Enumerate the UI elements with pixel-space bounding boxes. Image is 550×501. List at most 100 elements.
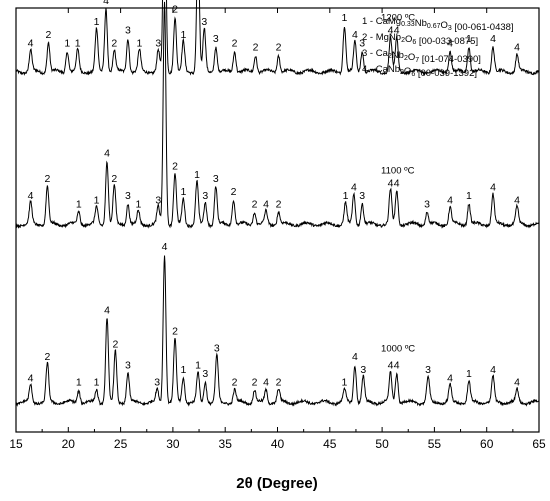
peak-label: 4 [388,360,394,372]
peak-label: 4 [447,37,453,49]
temperature-label: 1000 ºC [381,343,415,354]
x-tick-label: 25 [114,437,128,451]
peak-label: 2 [276,377,282,389]
peak-label: 2 [44,173,50,185]
peak-label: 4 [394,360,400,372]
peak-label: 1 [75,37,81,49]
peak-label: 3 [202,190,208,202]
peak-label: 4 [490,364,496,376]
peak-label: 2 [172,4,178,16]
peak-label: 1 [94,16,100,28]
x-tick-label: 45 [323,437,337,451]
peak-label: 1 [180,364,186,376]
peak-label: 4 [447,194,453,206]
peak-label: 4 [162,241,168,253]
x-tick-label: 30 [166,437,180,451]
peak-label: 4 [394,25,400,37]
series-layer [15,0,540,407]
peak-label: 3 [155,37,161,49]
peak-label: 2 [111,37,117,49]
legend-entry: 3 - Ca2Nb2O7 [01-074-0390] [362,48,481,65]
peak-label: 2 [232,37,238,49]
peak-label: 2 [252,199,258,211]
peak-label: 1 [94,377,100,389]
legend-entry: 2 - MgNb2O6 [00-033-0875] [362,32,478,47]
peak-label: 2 [111,173,117,185]
peak-label: 2 [253,42,259,54]
peak-label: 1 [466,190,472,202]
x-tick-label: 20 [62,437,76,451]
peak-label: 1 [180,29,186,41]
peak-label: 4 [388,177,394,189]
peak-label: 3 [425,364,431,376]
peak-label: 4 [104,305,110,317]
peak-label: 2 [232,377,238,389]
x-axis: 15 20 25 30 35 40 45 50 55 60 65 [9,8,546,451]
peak-label: 1 [195,360,201,372]
legend-entry: 4 - CaNb2O6 [00-039-1392] [362,64,477,79]
temperature-label: 1200 ºC [381,13,415,24]
peak-label: 3 [213,33,219,45]
peak-label: 1 [135,199,141,211]
peak-label: 1 [466,33,472,45]
peak-label: 2 [172,326,178,338]
peak-label: 3 [359,37,365,49]
peak-label: 2 [252,377,258,389]
peak-label: 2 [276,199,282,211]
peak-label: 1 [343,190,349,202]
peak-label: 1 [341,12,347,24]
peak-label: 4 [263,377,269,389]
x-axis-title: 2θ (Degree) [236,475,317,492]
pattern-line-1100 [15,1,540,229]
peak-label: 1 [94,194,100,206]
peak-label: 2 [231,186,237,198]
peak-label: 4 [514,377,520,389]
peak-label: 1 [466,368,472,380]
peak-label: 4 [352,351,358,363]
x-tick-label: 15 [9,437,23,451]
peak-label: 3 [202,368,208,380]
peak-label: 1 [341,377,347,389]
peak-label: 2 [276,42,282,54]
peak-label: 1 [76,199,82,211]
peak-label: 2 [112,338,118,350]
peak-label: 4 [103,0,109,7]
peak-label: 3 [125,25,131,37]
peak-label: 4 [352,29,358,41]
peak-label: 3 [125,360,131,372]
peak-label: 3 [125,190,131,202]
peak-label: 1 [180,186,186,198]
x-tick-label: 65 [532,437,546,451]
peak-label: 3 [154,377,160,389]
peak-label: 4 [490,33,496,45]
peak-label: 4 [28,372,34,384]
peak-label: 3 [213,173,219,185]
legend: 1 - CaMg0.33Nb0.67O3 [00-061-0438]2 - Mg… [362,16,514,79]
peak-label: 4 [351,182,357,194]
peak-label: 4 [490,182,496,194]
x-tick-label: 40 [271,437,285,451]
peak-label: 4 [388,25,394,37]
peak-label: 2 [45,29,51,41]
peak-label: 3 [155,194,161,206]
pattern-line-1200 [15,0,540,77]
peak-label: 4 [514,42,520,54]
x-tick-label: 35 [219,437,233,451]
peak-label: 4 [104,148,110,160]
peak-label: 4 [28,37,34,49]
peak-label: 4 [263,199,269,211]
peak-label: 4 [514,194,520,206]
peak-label: 3 [359,190,365,202]
x-tick-label: 60 [480,437,494,451]
pattern-line-1000 [15,255,540,407]
peak-label: 3 [360,364,366,376]
peak-label: 4 [447,372,453,384]
peak-label: 2 [44,351,50,363]
peak-label-layer: 1200 ºC42111423134211332221434441441100 … [28,0,520,389]
peak-label: 1 [76,377,82,389]
legend-entry: 1 - CaMg0.33Nb0.67O3 [00-061-0438] [362,16,514,33]
temperature-label: 1100 ºC [381,165,415,176]
peak-label: 1 [194,169,200,181]
peak-label: 4 [394,177,400,189]
